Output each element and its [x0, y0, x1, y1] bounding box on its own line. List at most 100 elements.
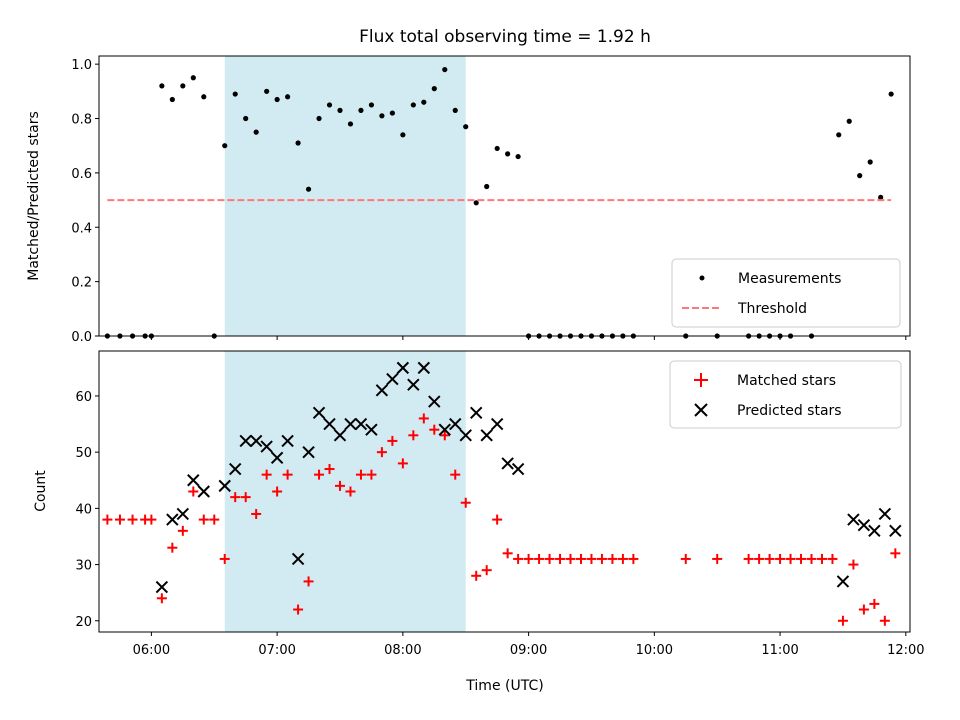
matched-stars-point — [586, 553, 597, 564]
predicted-stars-point — [187, 474, 200, 487]
matched-stars-point — [303, 576, 314, 587]
predicted-stars-point — [847, 513, 860, 526]
top-axis-ticks: 0.0 0.2 0.4 0.6 0.8 1.0 — [71, 58, 907, 345]
predicted-stars-point — [449, 417, 462, 431]
predicted-stars-point — [354, 417, 368, 431]
matched-stars-point — [127, 514, 138, 525]
top-y-tick-label: 0.0 — [71, 330, 92, 345]
x-axis-label: Time (UTC) — [465, 678, 543, 694]
predicted-stars-point — [386, 372, 399, 386]
matched-stars-point — [617, 553, 628, 564]
x-tick-label: 06:00 — [133, 643, 170, 658]
top-panel: 0.0 0.2 0.4 0.6 0.8 1.0 Matched/Predicted sta… — [26, 55, 911, 345]
legend-matched-label: Matched stars — [737, 373, 836, 389]
measurement-point — [867, 159, 873, 165]
matched-stars-point — [272, 486, 283, 497]
matched-stars-point — [743, 553, 754, 564]
matched-stars-point — [209, 514, 220, 525]
top-axes-frame — [98, 55, 911, 337]
predicted-stars-point — [270, 451, 284, 464]
predicted-stars-point — [490, 417, 504, 431]
matched-stars-point — [102, 514, 113, 525]
x-tick-label: 12:00 — [887, 643, 924, 658]
matched-stars-point — [796, 553, 807, 564]
bottom-y-tick-label: 30 — [75, 559, 92, 574]
measurement-point — [379, 113, 385, 119]
predicted-stars-point — [281, 434, 294, 448]
predicted-stars-point — [155, 580, 169, 594]
top-y-tick-label: 1.0 — [71, 58, 92, 73]
measurement-point — [473, 200, 479, 206]
matched-stars-point — [869, 598, 880, 609]
matched-stars-point — [481, 565, 492, 576]
predicted-stars-point — [459, 429, 472, 442]
matched-stars-point — [167, 542, 178, 553]
measurement-point — [274, 96, 280, 103]
matched-stars-point — [397, 458, 408, 469]
matched-stars-point — [439, 430, 450, 441]
predicted-stars-point — [857, 519, 871, 532]
predicted-stars-point — [438, 423, 451, 436]
matched-stars-point — [513, 553, 524, 564]
x-tick-label: 10:00 — [636, 643, 673, 658]
measurement-point — [389, 110, 395, 116]
matched-stars-point — [806, 553, 817, 564]
top-y-tick-label: 0.2 — [71, 276, 92, 291]
bottom-axes-frame — [98, 350, 911, 633]
predicted-stars-point — [291, 552, 305, 566]
measurement-point — [222, 143, 228, 149]
matched-stars-point — [827, 553, 838, 564]
predicted-stars-point — [344, 417, 357, 431]
measurement-point — [421, 99, 427, 105]
matched-stars-point — [534, 553, 545, 564]
x-tick-label: 09:00 — [510, 643, 547, 658]
predicted-stars-point — [511, 462, 525, 476]
matched-stars-point — [471, 570, 482, 581]
measurement-point — [347, 121, 354, 127]
measurement-point — [888, 91, 894, 97]
top-observing-window-shade — [224, 56, 466, 336]
bottom-legend: Matched stars Predicted stars — [669, 360, 902, 429]
measurement-point — [305, 186, 312, 192]
matched-stars-point — [544, 553, 555, 564]
predicted-stars-point — [229, 462, 242, 476]
bottom-y-tick-label: 40 — [75, 502, 92, 517]
bottom-panel: 20 30 40 50 60 06:00 07:00 08:00 09:00 10:00 11:00… — [33, 350, 925, 694]
predicted-stars-point — [260, 440, 273, 453]
predicted-stars-point — [407, 378, 420, 391]
predicted-stars-point — [889, 524, 902, 538]
measurement-point — [505, 151, 511, 157]
top-legend: Measurements Threshold — [671, 258, 901, 328]
matched-stars-point — [366, 469, 377, 480]
bottom-y-axis-label: Count — [33, 470, 49, 512]
x-tick-label: 08:00 — [384, 643, 421, 658]
matched-stars-point — [575, 553, 586, 564]
matched-stars-point — [879, 615, 890, 626]
matched-stars-point — [177, 525, 188, 536]
measurement-point — [878, 194, 884, 200]
measurement-point — [358, 107, 364, 113]
predicted-stars-point — [868, 524, 881, 538]
measurement-point — [836, 132, 842, 138]
predicted-stars-point — [428, 395, 441, 408]
predicted-stars-point — [197, 485, 210, 498]
matched-stars-point — [607, 553, 618, 564]
matched-stars-point — [114, 514, 125, 525]
measurement-point — [180, 83, 186, 89]
bottom-axis-ticks: 20 30 40 50 60 06:00 07:00 08:00 09:00 10:00 11:00… — [75, 390, 924, 658]
measurement-point — [316, 115, 322, 122]
measurement-point — [442, 66, 448, 73]
top-y-tick-label: 0.8 — [71, 113, 92, 128]
matched-stars-point — [785, 553, 796, 564]
matched-stars-point — [890, 548, 901, 559]
top-y-axis-label: Matched/Predicted stars — [26, 111, 42, 281]
measurement-point — [190, 75, 196, 81]
bottom-y-tick-label: 60 — [75, 390, 92, 405]
x-tick-label: 07:00 — [258, 643, 295, 658]
x-tick-label: 11:00 — [761, 643, 798, 658]
measurement-point — [264, 88, 270, 94]
measurement-point — [285, 94, 291, 100]
matched-stars-point — [460, 497, 471, 508]
